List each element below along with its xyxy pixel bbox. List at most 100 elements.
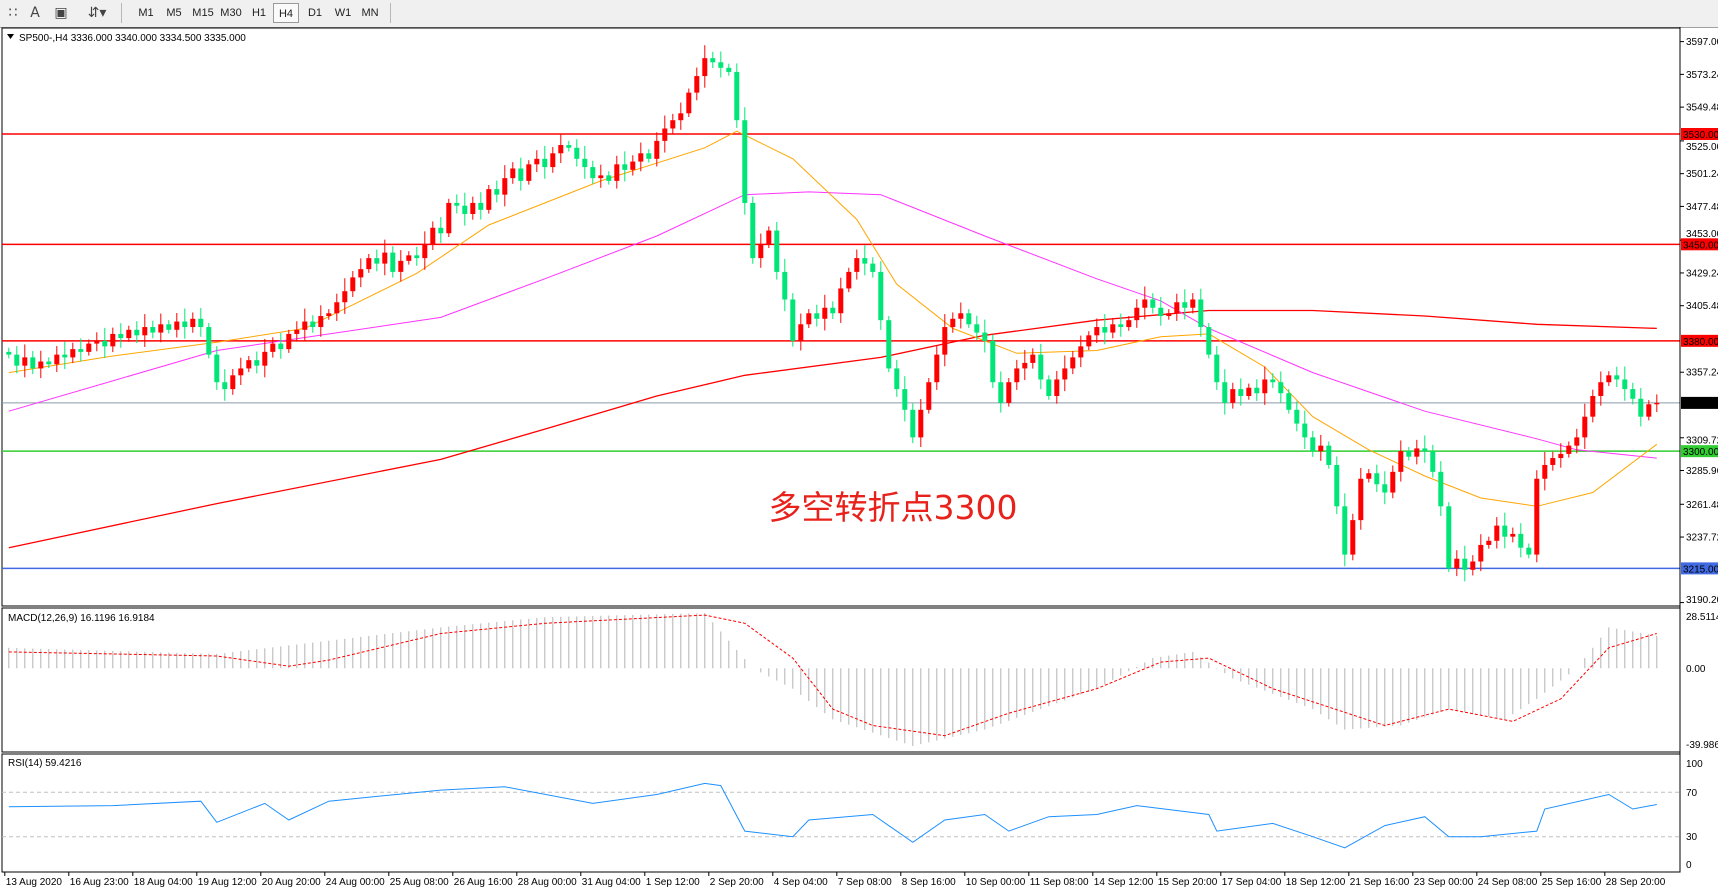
candle-body — [1022, 362, 1028, 369]
rsi-tick-label: 70 — [1686, 788, 1698, 799]
candle-body — [1078, 346, 1084, 358]
candle-body — [182, 321, 188, 328]
candle-body — [1222, 382, 1228, 403]
candle-body — [6, 351, 12, 355]
candle-body — [294, 329, 300, 334]
macd-tick-label: -39.9869 — [1686, 740, 1718, 751]
turning-point-annotation: 多空转折点3300 — [769, 488, 1018, 527]
candle-body — [1654, 402, 1660, 405]
candle-body — [1494, 525, 1500, 541]
candle-body — [1150, 299, 1156, 308]
candle-body — [878, 271, 884, 321]
chart-canvas[interactable]: 3597.00 3573.24 3549.48 3525.00 3501.24 3477.… — [0, 27, 1718, 892]
candle-body — [838, 288, 844, 314]
candle-body — [582, 158, 588, 168]
candle-body — [1206, 327, 1212, 355]
candle-body — [166, 324, 172, 330]
candle-body — [1486, 540, 1492, 545]
time-tick-label: 1 Sep 12:00 — [646, 877, 700, 888]
candle-body — [1262, 379, 1268, 394]
candle-body — [150, 327, 156, 333]
timeframe-m5-button[interactable]: M5 — [166, 7, 182, 19]
candle-body — [502, 178, 508, 195]
candle-body — [774, 230, 780, 272]
candle-body — [662, 128, 668, 141]
price-pane-header: SP500-,H4 3336.000 3340.000 3334.500 333… — [19, 33, 246, 44]
timeframe-w1-button[interactable]: W1 — [334, 7, 352, 19]
rsi-tick-label: 100 — [1686, 759, 1703, 770]
time-tick-label: 21 Sep 16:00 — [1350, 877, 1410, 888]
candle-body — [198, 318, 204, 328]
candle-body — [470, 202, 476, 214]
candle-body — [870, 263, 876, 272]
level-price-label: 3215.00 — [1683, 564, 1718, 575]
level-price-label: 3300.00 — [1683, 447, 1718, 458]
candle-body — [46, 361, 52, 365]
candle-body — [30, 357, 36, 369]
text-icon[interactable]: A — [30, 5, 40, 21]
timeframe-h4-button[interactable]: H4 — [273, 3, 299, 23]
candle-body — [1190, 299, 1196, 308]
candle-body — [1182, 302, 1188, 308]
candle-body — [1526, 547, 1532, 555]
candle-body — [702, 58, 708, 77]
time-tick-label: 28 Sep 20:00 — [1606, 877, 1666, 888]
price-tick-label: 3285.96 — [1686, 466, 1718, 477]
price-tick-label: 3237.72 — [1686, 533, 1718, 544]
time-tick-label: 15 Sep 20:00 — [1158, 877, 1218, 888]
timeframe-mn-button[interactable]: MN — [361, 7, 379, 19]
candle-body — [398, 260, 404, 272]
time-tick-label: 26 Aug 16:00 — [454, 877, 513, 888]
candle-body — [134, 329, 140, 336]
price-tick-label: 3501.24 — [1686, 169, 1718, 180]
time-tick-label: 24 Sep 08:00 — [1478, 877, 1538, 888]
toolbar-separator — [121, 3, 122, 23]
arrows-icon[interactable]: ⇵▾ — [87, 5, 107, 21]
candle-body — [206, 327, 212, 355]
time-tick-label: 11 Sep 08:00 — [1030, 877, 1089, 888]
collapse-triangle-icon[interactable] — [7, 34, 14, 39]
candle-body — [550, 153, 556, 168]
candle-body — [1366, 473, 1372, 479]
candle-body — [478, 202, 484, 210]
candle-body — [1102, 327, 1108, 333]
timeframe-m30-button[interactable]: M30 — [220, 7, 242, 19]
rsi-tick-label: 30 — [1686, 832, 1698, 843]
candle-body — [542, 158, 548, 168]
candle-body — [990, 340, 996, 383]
candle-body — [126, 329, 132, 339]
candle-body — [246, 360, 252, 369]
level-price-tag — [1681, 445, 1718, 458]
timeframe-m1-button[interactable]: M1 — [138, 7, 154, 19]
level-price-tag — [1681, 334, 1718, 347]
candle-body — [1126, 320, 1132, 328]
timeframe-d1-button[interactable]: D1 — [307, 7, 323, 19]
candle-body — [1086, 335, 1092, 347]
candle-body — [942, 327, 948, 355]
candle-body — [862, 258, 868, 264]
candle-body — [934, 354, 940, 383]
rsi-pane-header: RSI(14) 59.4216 — [8, 758, 82, 769]
candle-body — [886, 320, 892, 369]
candle-body — [1542, 464, 1548, 479]
candle-body — [1030, 354, 1036, 363]
candle-body — [1062, 368, 1068, 380]
price-tick-label: 3429.24 — [1686, 268, 1718, 279]
timeframe-h1-button[interactable]: H1 — [251, 7, 267, 19]
candle-body — [1334, 464, 1340, 507]
candle-body — [750, 202, 756, 259]
timeframe-m15-button[interactable]: M15 — [192, 7, 214, 19]
grid-icon[interactable]: ∷ — [8, 5, 18, 21]
candle-body — [1446, 506, 1452, 569]
rsi-tick-label: 0 — [1686, 860, 1692, 871]
candle-body — [1646, 404, 1652, 417]
ma-mid-line — [8, 191, 1657, 459]
candle-body — [982, 332, 988, 341]
candle-body — [950, 318, 956, 328]
candle-body — [430, 227, 436, 245]
price-tick-label: 3573.24 — [1686, 70, 1718, 81]
text-label-icon[interactable]: ▣ — [54, 5, 68, 21]
candle-body — [1286, 393, 1292, 410]
candle-body — [1590, 396, 1596, 417]
candle-body — [70, 349, 76, 358]
